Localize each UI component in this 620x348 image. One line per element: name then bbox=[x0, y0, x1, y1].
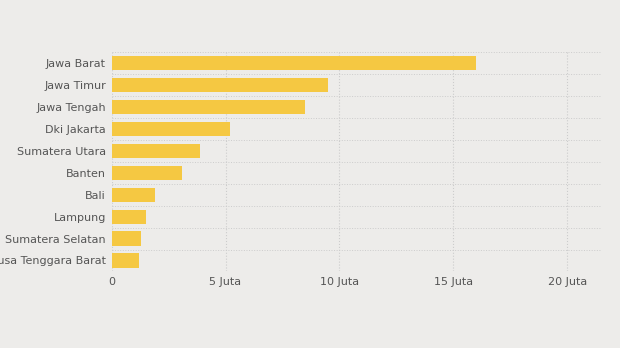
Bar bbox=[112, 56, 476, 70]
Bar bbox=[112, 209, 146, 224]
Bar bbox=[112, 144, 200, 158]
Bar bbox=[112, 100, 305, 114]
Bar bbox=[112, 78, 328, 92]
Bar bbox=[112, 253, 139, 268]
Bar bbox=[112, 188, 155, 202]
Bar bbox=[112, 122, 230, 136]
Bar bbox=[112, 166, 182, 180]
Bar bbox=[112, 231, 141, 246]
